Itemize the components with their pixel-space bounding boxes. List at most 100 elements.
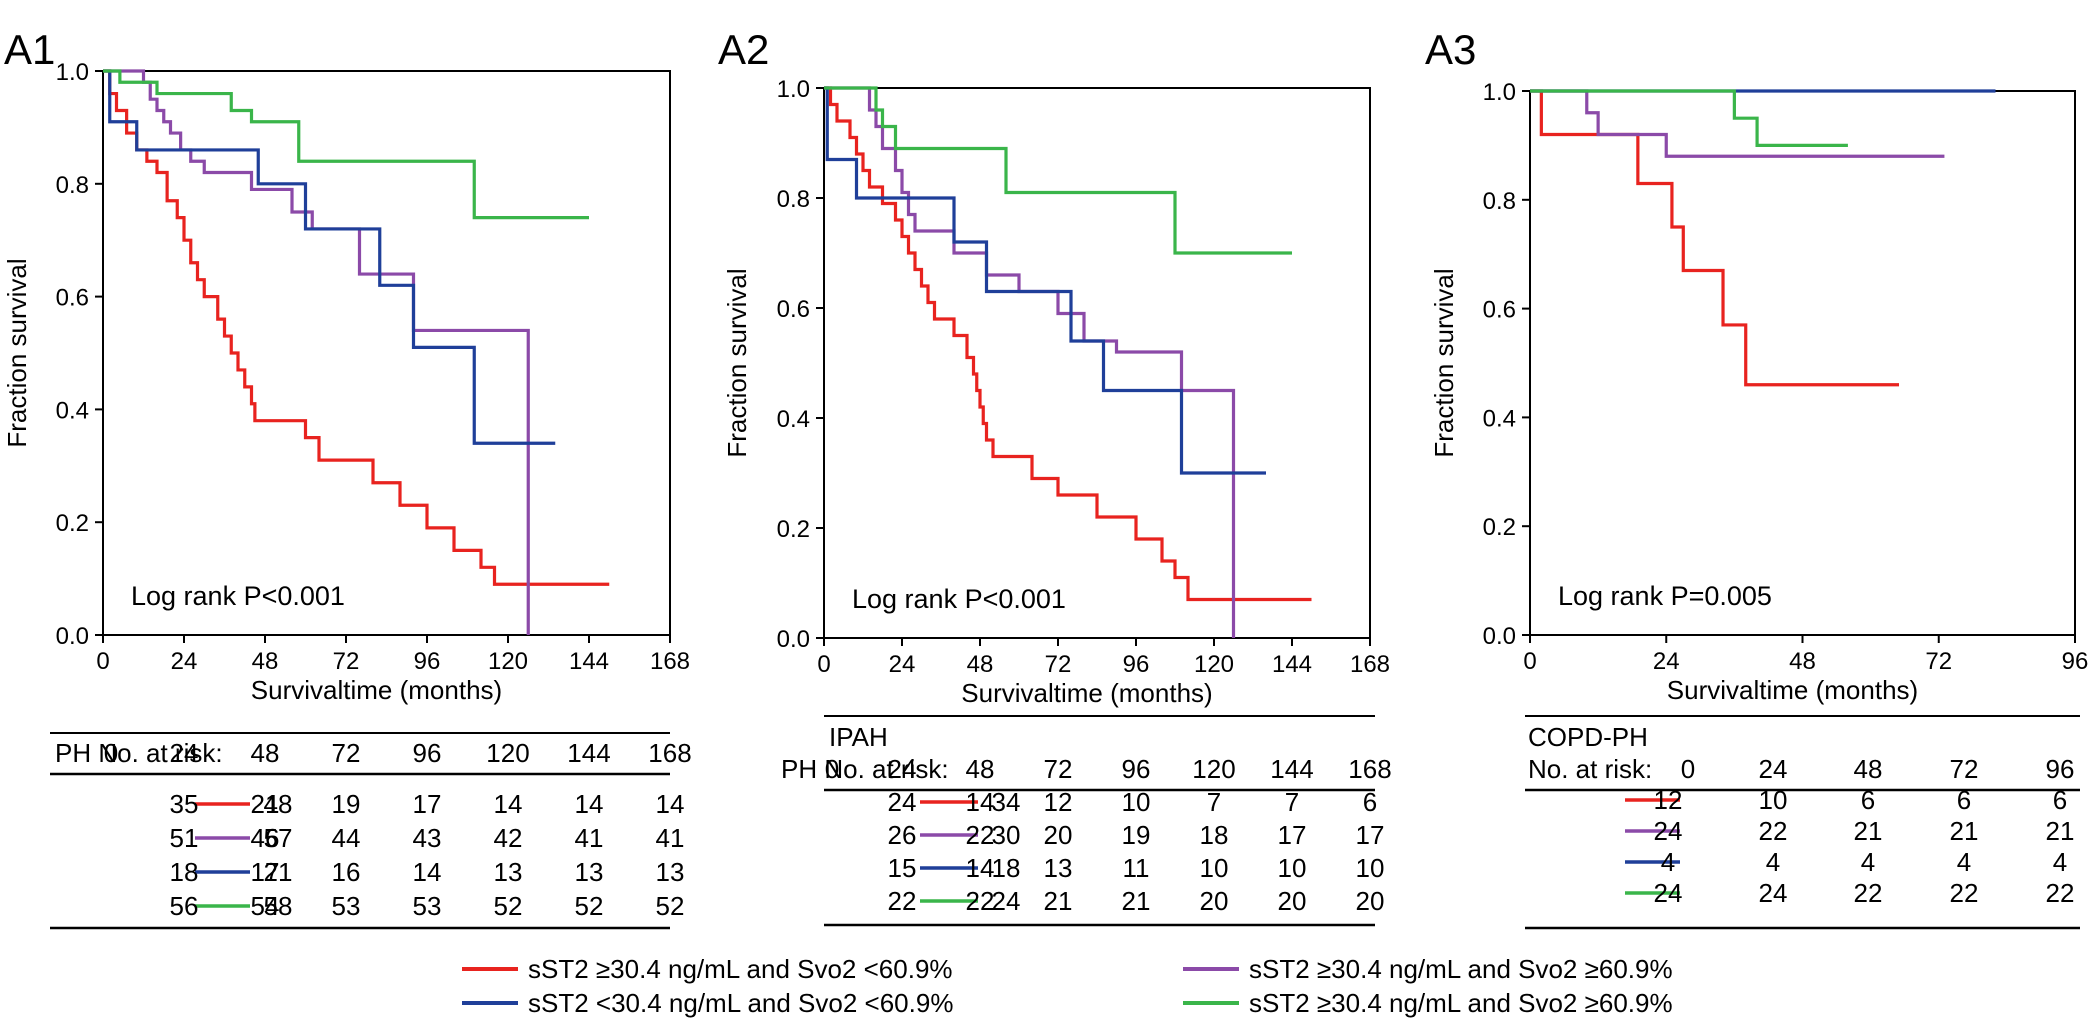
panel-1-risk-cell: 17 xyxy=(413,789,442,819)
panel-1-plot-frame xyxy=(102,70,671,636)
legend-entry-purple: sST2 ≥30.4 ng/mL and Svo2 ≥60.9% xyxy=(1183,952,1673,986)
panel-3-x-axis-label: Survivaltime (months) xyxy=(1667,675,1918,705)
panel-1-risk-cell: 14 xyxy=(575,789,604,819)
panel-1-label: A1 xyxy=(4,26,55,73)
panel-1-risk-cell: 18 xyxy=(170,857,199,887)
panel-1-risk-cell: 14 xyxy=(656,789,685,819)
panel-3-risk-header-time: 48 xyxy=(1854,754,1883,784)
panel-3-risk-cell: 22 xyxy=(2046,878,2075,908)
panel-3-x-tick-label: 72 xyxy=(1925,648,1952,675)
legend-label-blue: sST2 <30.4 ng/mL and Svo2 <60.9% xyxy=(528,988,954,1018)
panel-3-risk-header-time: 0 xyxy=(1681,754,1695,784)
panel-2-risk-cell: 22 xyxy=(888,886,917,916)
panel-2-risk-header-time: 72 xyxy=(1044,754,1073,784)
panel-2-risk-cell: 17 xyxy=(1278,820,1307,850)
panel-2-risk-cell: 7 xyxy=(1207,787,1221,817)
legend-swatch-purple xyxy=(1183,967,1239,971)
panel-3-risk-cell: 6 xyxy=(1861,785,1875,815)
panel-1-risk-cell: 54 xyxy=(251,891,280,921)
panel-1-risk-cell: 41 xyxy=(656,823,685,853)
legend-right: sST2 ≥30.4 ng/mL and Svo2 ≥60.9% sST2 ≥3… xyxy=(1183,952,1673,1020)
legend-entry-green: sST2 ≥30.4 ng/mL and Svo2 ≥60.9% xyxy=(1183,986,1673,1020)
panel-3-risk-header-time: 96 xyxy=(2046,754,2075,784)
panel-2-plot-frame xyxy=(823,87,1371,639)
legend-swatch-green xyxy=(1183,1001,1239,1005)
panel-1-y-axis-label: Fraction survival xyxy=(2,258,32,447)
panel-1-risk-cell: 21 xyxy=(251,789,280,819)
panel-3-label: A3 xyxy=(1425,26,1476,73)
panel-1-risk-cell: 14 xyxy=(413,857,442,887)
panel-1-risk-cell: 53 xyxy=(413,891,442,921)
panel-2-km-curve-3 xyxy=(824,86,1266,475)
panel-2-x-tick-label: 120 xyxy=(1194,651,1234,678)
panel-2-risk-cell: 17 xyxy=(1356,820,1385,850)
panel-2-risk-cell: 7 xyxy=(1285,787,1299,817)
panel-2-risk-cell: 20 xyxy=(1356,886,1385,916)
panel-1-risk-cell: 13 xyxy=(494,857,523,887)
panel-2-x-tick-label: 72 xyxy=(1045,651,1072,678)
legend-label-red: sST2 ≥30.4 ng/mL and Svo2 <60.9% xyxy=(528,954,953,984)
panel-3-km-curve-4 xyxy=(1530,89,1848,147)
panel-1-km-curve-2 xyxy=(103,69,530,635)
panel-1-risk-cell: 17 xyxy=(251,857,280,887)
panel-1-risk-header-time: 168 xyxy=(648,738,691,768)
panel-1-risk-cell: 35 xyxy=(170,789,199,819)
panel-1-y-tick-label: 0.2 xyxy=(56,510,89,537)
panel-2-risk-cell: 14 xyxy=(966,853,995,883)
panel-1-x-axis-label: Survivaltime (months) xyxy=(251,675,502,705)
panel-3-y-tick-label: 0.6 xyxy=(1483,297,1516,324)
panel-1-x-tick-label: 48 xyxy=(252,648,279,675)
panel-2-risk-group-title: IPAH xyxy=(829,722,888,752)
panel-2-risk-header-time: 168 xyxy=(1348,754,1391,784)
panel-2-x-tick-label: 96 xyxy=(1123,651,1150,678)
panel-2-y-axis-label: Fraction survival xyxy=(722,268,752,457)
panel-1-risk-cell: 43 xyxy=(413,823,442,853)
panel-3-risk-cell: 12 xyxy=(1654,785,1683,815)
panel-3-km-curve-2 xyxy=(1530,89,1945,158)
legend-label-green: sST2 ≥30.4 ng/mL and Svo2 ≥60.9% xyxy=(1249,988,1673,1018)
panel-3-y-axis-label: Fraction survival xyxy=(1429,268,1459,457)
panel-3-km-curve-1 xyxy=(1530,89,1900,387)
panel-1-risk-header-time: 96 xyxy=(413,738,442,768)
panel-3-risk-cell: 6 xyxy=(2053,785,2067,815)
panel-2-risk-cell: 34 xyxy=(992,787,1021,817)
panel-3-logrank-annotation: Log rank P=0.005 xyxy=(1558,581,1772,611)
panel-3-x-tick-label: 48 xyxy=(1789,648,1816,675)
panel-2-risk-cell: 21 xyxy=(1044,886,1073,916)
panel-1-risk-cell: 58 xyxy=(264,891,293,921)
panel-2-risk-cell: 24 xyxy=(992,886,1021,916)
panel-2-risk-cell: 24 xyxy=(888,787,917,817)
panel-2-risk-cell: 6 xyxy=(1363,787,1377,817)
panel-1-y-tick-label: 0.6 xyxy=(56,285,89,312)
legend-left: sST2 ≥30.4 ng/mL and Svo2 <60.9% sST2 <3… xyxy=(462,952,953,1020)
panel-2-risk-cell: 10 xyxy=(1122,787,1151,817)
panel-1-y-tick-label: 0.8 xyxy=(56,172,89,199)
panel-3-y-tick-label: 0.2 xyxy=(1483,514,1516,541)
panel-2-y-tick-label: 0.8 xyxy=(777,186,810,213)
panel-2-risk-header-time: 144 xyxy=(1270,754,1313,784)
panel-2-km-curve-2 xyxy=(824,86,1236,638)
panel-2-risk-cell: 19 xyxy=(1122,820,1151,850)
panel-1-y-tick-label: 0.4 xyxy=(56,397,89,424)
legend-swatch-red xyxy=(462,967,518,971)
panel-1-risk-cell: 14 xyxy=(494,789,523,819)
panel-1-risk-header-time: 120 xyxy=(486,738,529,768)
panel-1-risk-cell: 52 xyxy=(494,891,523,921)
panel-2-risk-cell: 30 xyxy=(992,820,1021,850)
panel-2-risk-cell: 20 xyxy=(1044,820,1073,850)
panel-2-x-tick-label: 48 xyxy=(967,651,994,678)
panel-1-logrank-annotation: Log rank P<0.001 xyxy=(131,581,345,611)
panel-2-risk-header-time: 24 xyxy=(888,754,917,784)
panel-2-risk-cell: 12 xyxy=(1044,787,1073,817)
panel-1-x-tick-label: 168 xyxy=(650,648,690,675)
panel-2-km-curve-4 xyxy=(824,86,1292,255)
panel-1-risk-cell: 19 xyxy=(332,789,361,819)
panel-3-risk-group-title: COPD-PH xyxy=(1528,722,1648,752)
panel-2-risk-cell: 21 xyxy=(1122,886,1151,916)
panel-3-y-tick-label: 0.4 xyxy=(1483,405,1516,432)
panel-1-risk-header-time: 48 xyxy=(251,738,280,768)
panel-1-risk-cell: 16 xyxy=(332,857,361,887)
panel-1-risk-cell: 53 xyxy=(332,891,361,921)
panel-1-risk-cell: 44 xyxy=(332,823,361,853)
panel-3-x-tick-label: 96 xyxy=(2062,648,2089,675)
